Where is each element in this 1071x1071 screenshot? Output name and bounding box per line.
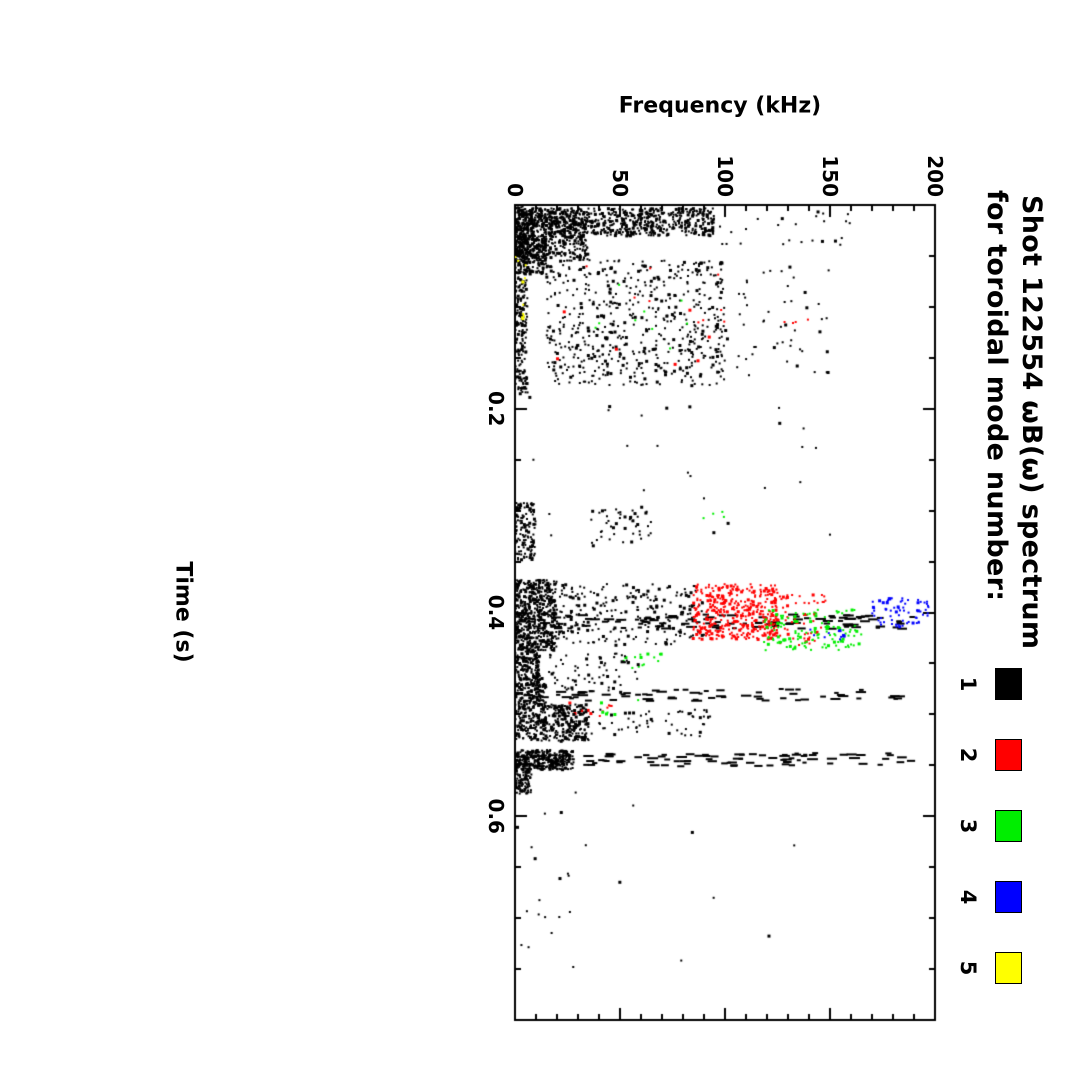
y-axis-label: Frequency (kHz) — [618, 93, 822, 119]
y-tick-label: 100 — [713, 155, 737, 197]
legend-label-mode-2: 2 — [956, 747, 980, 763]
y-tick-label: 200 — [923, 155, 947, 197]
x-axis-label: Time (s) — [170, 561, 196, 663]
legend-label-mode-4: 4 — [956, 889, 980, 905]
x-tick-label: 0.6 — [484, 798, 508, 834]
legend-label-mode-1: 1 — [956, 676, 980, 692]
legend-item-mode-4: 4 — [956, 875, 1022, 919]
legend-item-mode-3: 3 — [956, 804, 1022, 848]
y-tick-label: 150 — [818, 155, 842, 197]
legend-label-mode-5: 5 — [956, 960, 980, 976]
legend-swatch-mode-4 — [995, 881, 1022, 913]
x-tick-label: 0.4 — [484, 594, 508, 631]
plot-title-line2: for toroidal mode number: — [981, 190, 1012, 602]
legend-swatch-mode-3 — [995, 810, 1022, 842]
legend-swatch-mode-1 — [995, 668, 1022, 700]
legend-label-mode-3: 3 — [956, 818, 980, 834]
plot-title-line1: Shot 122554 ωB(ω) spectrum — [1016, 195, 1047, 650]
y-tick-label: 0 — [503, 183, 527, 197]
x-tick-label: 0.2 — [484, 391, 508, 427]
legend-item-mode-2: 2 — [956, 733, 1022, 777]
legend-swatch-mode-2 — [995, 739, 1022, 771]
legend-item-mode-5: 5 — [956, 946, 1022, 990]
legend-swatch-mode-5 — [995, 952, 1022, 984]
y-tick-label: 50 — [608, 169, 632, 197]
legend-item-mode-1: 1 — [956, 662, 1022, 706]
